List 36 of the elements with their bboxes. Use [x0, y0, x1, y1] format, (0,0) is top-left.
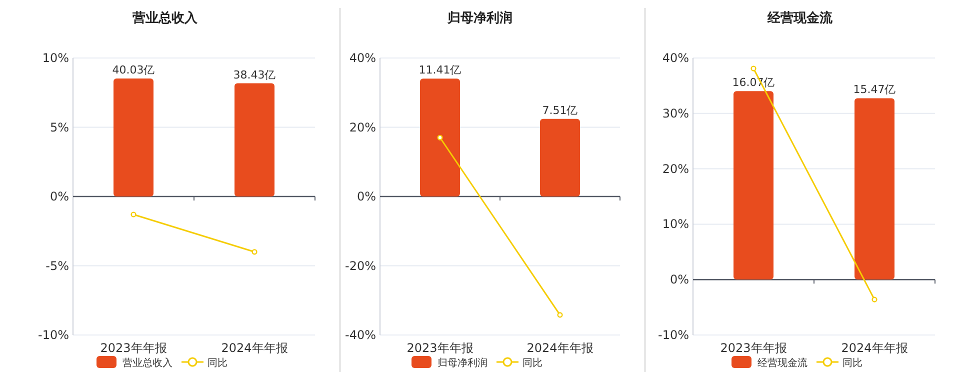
legend-label: 同比	[208, 357, 228, 369]
y-tick-label: 0%	[356, 190, 376, 204]
y-tick-label: 10%	[42, 51, 69, 65]
legend-label: 同比	[522, 357, 542, 369]
x-tick-label: 2024年年报	[221, 341, 288, 355]
x-tick-label: 2024年年报	[841, 341, 908, 355]
data-label: 15.47亿	[853, 83, 896, 96]
chart-title: 经营现金流	[766, 10, 834, 26]
chart-title: 营业总收入	[132, 10, 198, 26]
y-tick-label: 20%	[349, 120, 376, 134]
y-tick-label: 5%	[50, 120, 69, 134]
legend-label: 营业总收入	[122, 357, 172, 369]
y-tick-label: 30%	[662, 106, 689, 120]
chart-title: 归母净利润	[446, 10, 512, 26]
y-tick-label: -10%	[38, 328, 69, 342]
data-label: 7.51亿	[542, 104, 578, 117]
legend-label: 同比	[842, 357, 862, 369]
data-label: 38.43亿	[233, 68, 276, 82]
y-tick-label: 40%	[349, 51, 376, 65]
y-tick-label: -20%	[344, 258, 376, 273]
y-tick-label: -5%	[46, 258, 69, 273]
y-tick-label: 40%	[662, 51, 689, 65]
y-tick-label: -40%	[344, 328, 376, 342]
x-tick-label: 2023年年报	[100, 341, 167, 355]
y-tick-label: 20%	[662, 162, 689, 176]
data-label: 11.41亿	[418, 64, 462, 77]
x-tick-label: 2024年年报	[526, 341, 594, 355]
x-tick-label: 2023年年报	[720, 341, 787, 355]
legend-label: 归母净利润	[438, 357, 488, 369]
data-label: 40.03亿	[112, 64, 155, 77]
y-tick-label: 0%	[670, 272, 689, 287]
y-tick-label: 0%	[50, 190, 69, 204]
y-tick-label: -10%	[658, 328, 689, 342]
x-tick-label: 2023年年报	[406, 341, 474, 355]
legend-label: 经营现金流	[758, 357, 808, 369]
y-tick-label: 10%	[662, 217, 689, 232]
